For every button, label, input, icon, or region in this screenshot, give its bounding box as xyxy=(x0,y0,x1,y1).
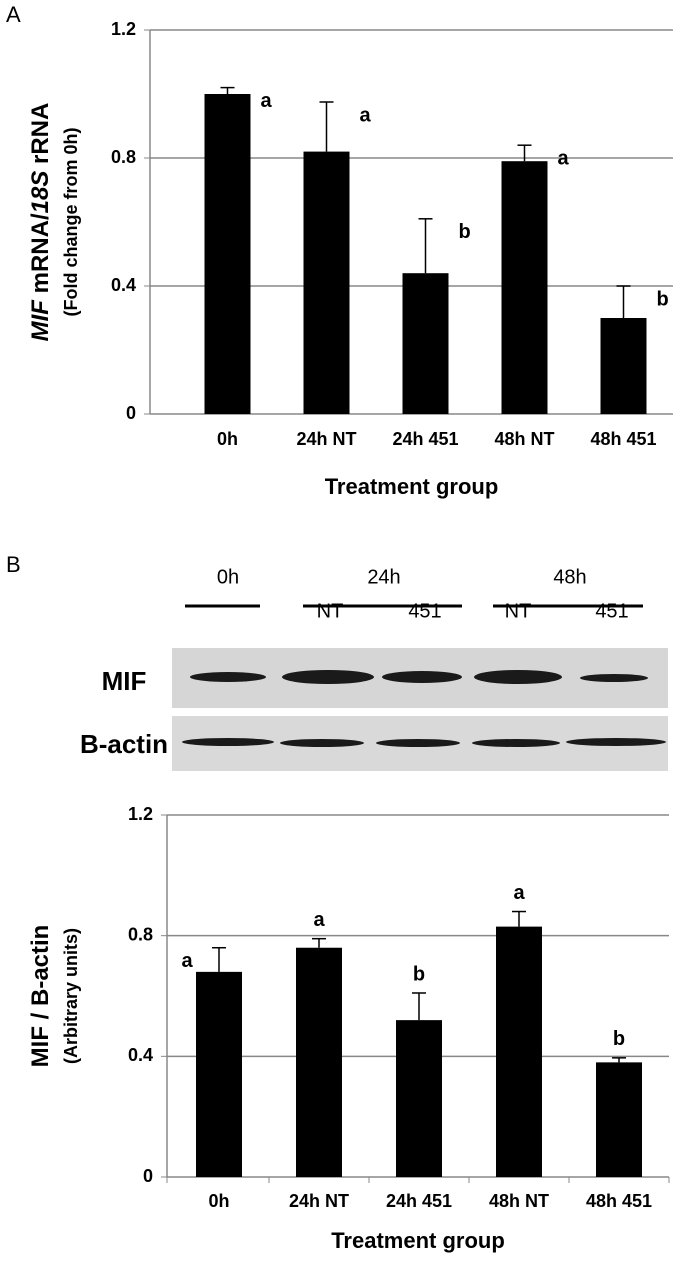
significance-letter: b xyxy=(657,288,669,310)
bar xyxy=(600,318,647,414)
x-tick-label: 0h xyxy=(217,429,238,449)
blot-lane: 451 xyxy=(408,600,441,622)
y-tick-label: 0.4 xyxy=(111,275,136,295)
panel-label: A xyxy=(6,2,21,27)
blot-group: 48h xyxy=(553,566,586,588)
x-axis-title: Treatment group xyxy=(331,1228,505,1253)
significance-letter: a xyxy=(513,882,525,904)
y-axis-title-part: MIF / B-actin xyxy=(27,925,54,1068)
bar xyxy=(303,151,350,414)
y-axis-subtitle: (Fold change from 0h) xyxy=(61,127,81,316)
y-axis-title: MIF / B-actin xyxy=(27,925,54,1068)
significance-letter: b xyxy=(613,1028,625,1050)
error-bar xyxy=(517,144,532,162)
bar xyxy=(196,971,242,1177)
significance-letter: a xyxy=(313,909,325,931)
error-bar xyxy=(212,946,226,972)
bar xyxy=(596,1062,642,1177)
x-tick-label: 24h 451 xyxy=(392,429,458,449)
x-tick-label: 0h xyxy=(208,1191,229,1211)
blot-lane: NT xyxy=(505,600,532,622)
blot-group: 24h xyxy=(367,566,400,588)
significance-letter: a xyxy=(261,90,273,112)
panel-label: B xyxy=(6,552,21,577)
error-bar xyxy=(418,218,433,274)
significance-letter: a xyxy=(558,147,570,169)
significance-letter: a xyxy=(360,104,372,126)
blot-bands xyxy=(182,670,666,747)
significance-letter: b xyxy=(413,963,425,985)
y-axis-title: MIF mRNA/18S rRNA xyxy=(27,103,54,342)
y-tick-label: 0.8 xyxy=(111,147,136,167)
blot-row-label: B-actin xyxy=(80,729,168,759)
bar xyxy=(204,94,251,414)
blot-lane: 451 xyxy=(595,600,628,622)
error-bar xyxy=(220,86,235,94)
error-bar xyxy=(612,1057,626,1063)
x-tick-label: 48h NT xyxy=(494,429,554,449)
y-tick-label: 0 xyxy=(143,1166,153,1186)
y-axis-title-part: 18S xyxy=(27,171,54,214)
bar xyxy=(296,947,342,1177)
x-tick-label: 24h NT xyxy=(296,429,356,449)
bar xyxy=(501,161,548,414)
y-tick-label: 0.8 xyxy=(128,924,153,944)
error-bar xyxy=(412,992,426,1021)
y-axis-title-part: rRNA xyxy=(27,103,54,171)
significance-letter: b xyxy=(459,221,471,243)
bar xyxy=(402,273,449,414)
significance-letter: a xyxy=(181,950,193,972)
x-axis-title: Treatment group xyxy=(325,474,499,499)
error-bar xyxy=(616,285,631,318)
blot-row-label: MIF xyxy=(102,666,147,696)
y-tick-label: 1.2 xyxy=(111,19,136,39)
y-axis-subtitle: (Arbitrary units) xyxy=(61,928,81,1064)
y-axis-title-part: mRNA/ xyxy=(27,213,54,300)
error-bar xyxy=(512,910,526,927)
y-tick-label: 0.4 xyxy=(128,1045,153,1065)
x-tick-label: 24h NT xyxy=(289,1191,349,1211)
bar xyxy=(496,926,542,1177)
x-tick-label: 48h 451 xyxy=(590,429,656,449)
x-tick-label: 48h 451 xyxy=(586,1191,652,1211)
y-tick-label: 0 xyxy=(126,403,136,423)
y-axis-title-part: MIF xyxy=(27,299,54,342)
x-tick-label: 48h NT xyxy=(489,1191,549,1211)
error-bar xyxy=(319,101,334,152)
blot-group: 0h xyxy=(217,566,239,588)
y-tick-label: 1.2 xyxy=(128,804,153,824)
error-bar xyxy=(312,937,326,948)
x-tick-label: 24h 451 xyxy=(386,1191,452,1211)
blot-lane: NT xyxy=(317,600,344,622)
bar xyxy=(396,1020,442,1177)
